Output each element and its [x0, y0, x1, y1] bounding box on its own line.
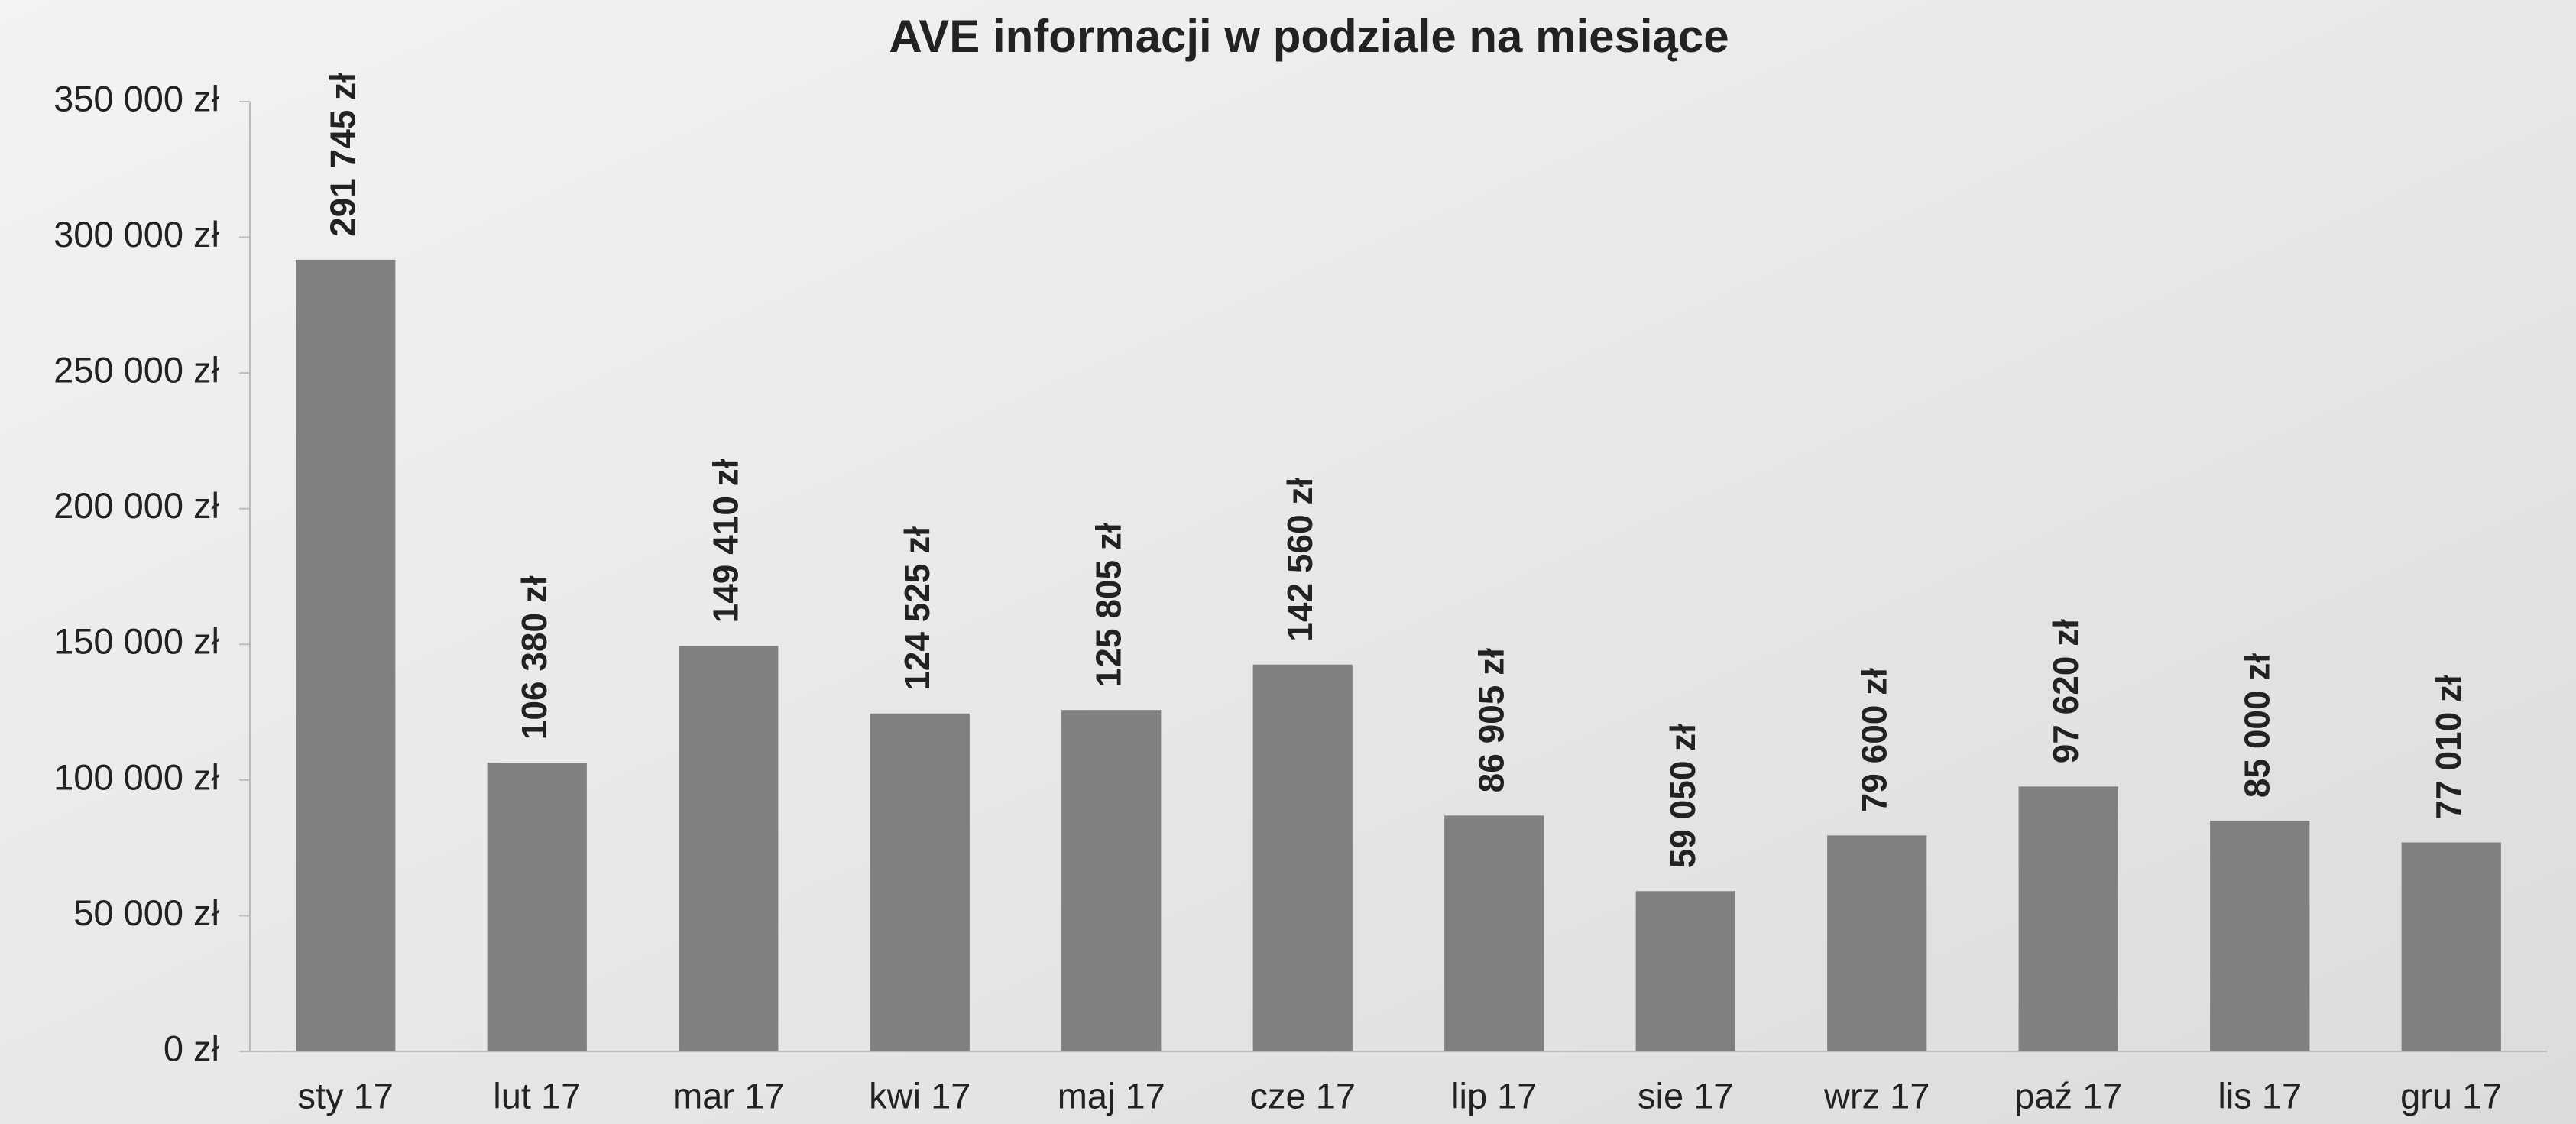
bar	[870, 713, 970, 1051]
value-label: 106 380 zł	[514, 575, 554, 740]
bar	[1827, 835, 1927, 1051]
value-label: 79 600 zł	[1854, 668, 1894, 812]
value-label: 149 410 zł	[705, 458, 745, 623]
value-label: 59 050 zł	[1663, 724, 1703, 868]
y-tick-label: 150 000 zł	[53, 621, 219, 662]
y-tick-label: 300 000 zł	[53, 214, 219, 254]
bar	[1252, 664, 1353, 1051]
bar	[2401, 842, 2501, 1051]
y-tick-label: 100 000 zł	[53, 756, 219, 797]
bar	[1444, 815, 1544, 1051]
x-tick-label: cze 17	[1250, 1075, 1356, 1116]
x-tick-label: gru 17	[2400, 1075, 2502, 1116]
bar	[2018, 786, 2118, 1051]
y-tick-label: 250 000 zł	[53, 350, 219, 390]
bar	[487, 763, 587, 1051]
y-tick-label: 0 zł	[164, 1028, 220, 1068]
value-label: 77 010 zł	[2429, 675, 2468, 819]
value-label: 86 905 zł	[1471, 648, 1511, 792]
x-tick-label: paź 17	[2014, 1075, 2122, 1116]
x-tick-label: sie 17	[1638, 1075, 1733, 1116]
bar	[2210, 821, 2310, 1051]
bar	[679, 646, 779, 1051]
value-label: 291 745 zł	[322, 73, 362, 237]
x-tick-label: wrz 17	[1823, 1075, 1930, 1116]
y-tick-label: 200 000 zł	[53, 485, 219, 526]
value-label: 125 805 zł	[1088, 523, 1128, 687]
value-label: 124 525 zł	[897, 526, 937, 691]
bar	[1635, 891, 1735, 1051]
bar	[1061, 710, 1162, 1051]
x-tick-label: lut 17	[493, 1075, 581, 1116]
x-tick-label: lip 17	[1451, 1075, 1537, 1116]
value-label: 85 000 zł	[2237, 653, 2276, 798]
y-tick-label: 50 000 zł	[73, 892, 219, 933]
x-tick-label: lis 17	[2218, 1075, 2302, 1116]
value-label: 142 560 zł	[1280, 478, 1320, 642]
x-tick-label: sty 17	[298, 1075, 394, 1116]
value-label: 97 620 zł	[2046, 619, 2085, 763]
bar	[296, 259, 396, 1052]
x-tick-label: maj 17	[1058, 1075, 1165, 1116]
chart-title: AVE informacji w podziale na miesiące	[889, 11, 1729, 62]
x-tick-label: kwi 17	[869, 1075, 970, 1116]
y-tick-label: 350 000 zł	[53, 78, 219, 118]
x-tick-label: mar 17	[672, 1075, 784, 1116]
